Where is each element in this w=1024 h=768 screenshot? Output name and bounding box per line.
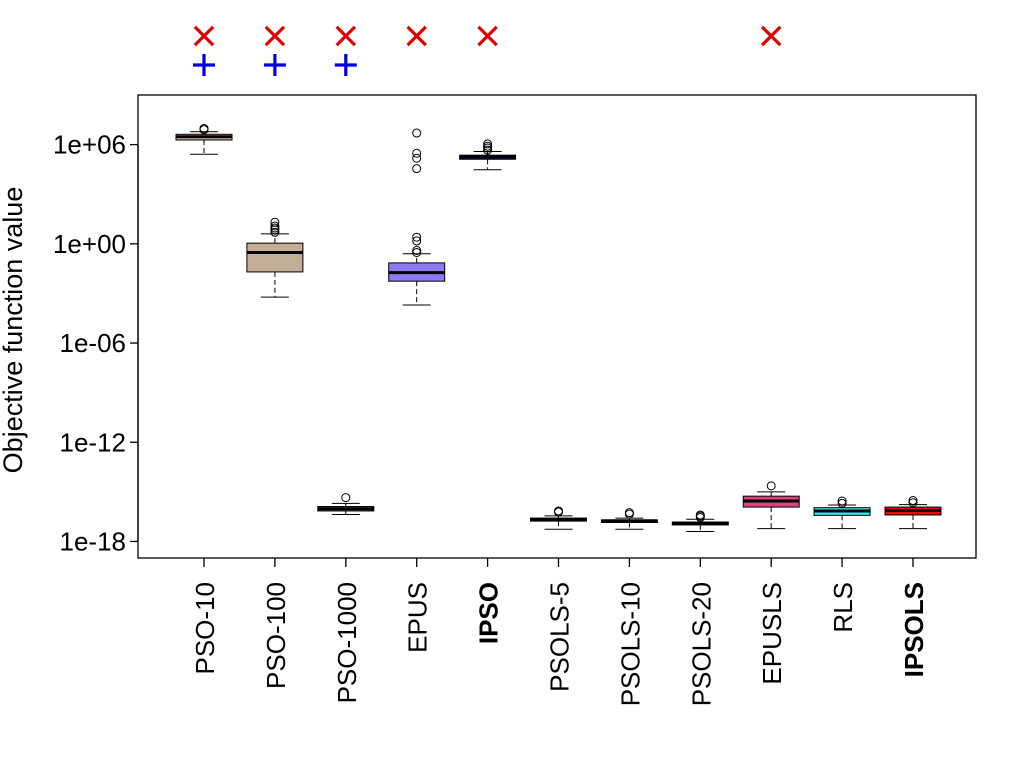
x-tick-label: PSO-10 xyxy=(190,582,220,675)
y-axis: 1e+06 1e+00 1e-06 1e-12 1e-18 xyxy=(53,130,139,556)
outlier-point xyxy=(837,496,847,506)
box-pso-10 xyxy=(175,123,233,155)
box-ipsols xyxy=(884,496,942,530)
box-epus xyxy=(388,128,446,306)
x-tick-label: PSO-100 xyxy=(261,582,291,689)
x-tick-label: PSOLS-20 xyxy=(686,582,716,706)
x-marker xyxy=(477,25,498,47)
y-tick-label: 1e-06 xyxy=(60,328,127,358)
outlier-point xyxy=(412,245,422,255)
outlier-point xyxy=(483,145,493,155)
outlier-point xyxy=(908,498,918,508)
outlier-point xyxy=(483,141,493,151)
outlier-point xyxy=(270,227,280,237)
outlier-point xyxy=(270,217,280,227)
plus-marker xyxy=(193,54,215,76)
outlier-point xyxy=(412,164,422,174)
outlier-point xyxy=(412,128,422,138)
boxes-layer xyxy=(175,123,942,533)
box-rls xyxy=(813,496,871,530)
plus-marker xyxy=(263,54,286,76)
outlier-point xyxy=(270,221,280,231)
outlier-point xyxy=(270,223,280,233)
x-marker xyxy=(406,25,427,47)
x-marker xyxy=(335,25,357,47)
y-tick-label: 1e+00 xyxy=(53,229,126,259)
x-tick-label: IPSOLS xyxy=(899,582,929,677)
outlier-point xyxy=(837,498,847,508)
y-tick-label: 1e-18 xyxy=(60,526,127,556)
box-psols-10 xyxy=(600,508,658,530)
x-marker-stroke xyxy=(406,25,427,47)
x-marker-stroke xyxy=(193,25,215,47)
outlier-point xyxy=(695,510,705,520)
outlier-point xyxy=(766,481,776,491)
box-ipso xyxy=(459,139,517,171)
plus-marker xyxy=(334,54,357,76)
x-tick-label: PSO-1000 xyxy=(332,582,362,703)
outlier-point xyxy=(412,232,422,242)
box-psols-20 xyxy=(671,510,729,533)
x-marker-stroke xyxy=(335,25,357,47)
outlier-point xyxy=(483,139,493,149)
x-marker xyxy=(193,25,215,47)
x-tick-label: RLS xyxy=(828,582,858,633)
x-marker-stroke xyxy=(760,25,782,47)
plot-frame xyxy=(137,94,977,559)
x-tick-label: IPSO xyxy=(474,582,504,644)
box-pso-1000 xyxy=(317,493,375,515)
x-marker xyxy=(264,25,286,47)
x-tick-label: PSOLS-5 xyxy=(545,582,575,692)
outlier-point xyxy=(412,148,422,158)
outlier-point xyxy=(624,509,634,519)
box-epusls xyxy=(742,481,800,530)
x-tick-label: EPUS xyxy=(403,582,433,653)
y-tick-label: 1e-12 xyxy=(60,427,127,457)
y-axis-title: Objective function value xyxy=(0,187,28,474)
y-tick-label: 1e+06 xyxy=(53,130,126,160)
x-marker xyxy=(760,25,782,47)
outlier-point xyxy=(412,247,422,257)
x-marker-stroke xyxy=(477,25,498,47)
outlier-point xyxy=(341,493,351,503)
x-marker-stroke xyxy=(264,25,286,47)
box-pso-100 xyxy=(246,217,304,298)
outlier-point xyxy=(908,496,918,506)
outlier-point xyxy=(554,507,563,517)
outlier-point xyxy=(412,236,422,246)
box-psols-5 xyxy=(530,506,587,530)
x-axis: PSO-10 PSO-100 PSO-1000 EPUS IPSO PSOLS-5 PSOL… xyxy=(190,558,929,706)
x-tick-label: PSOLS-10 xyxy=(615,582,645,706)
outlier-point xyxy=(199,123,209,133)
significance-markers xyxy=(193,25,782,76)
x-tick-label: EPUSLS xyxy=(757,582,787,685)
outlier-point xyxy=(412,153,422,163)
iqr-box xyxy=(246,242,304,273)
